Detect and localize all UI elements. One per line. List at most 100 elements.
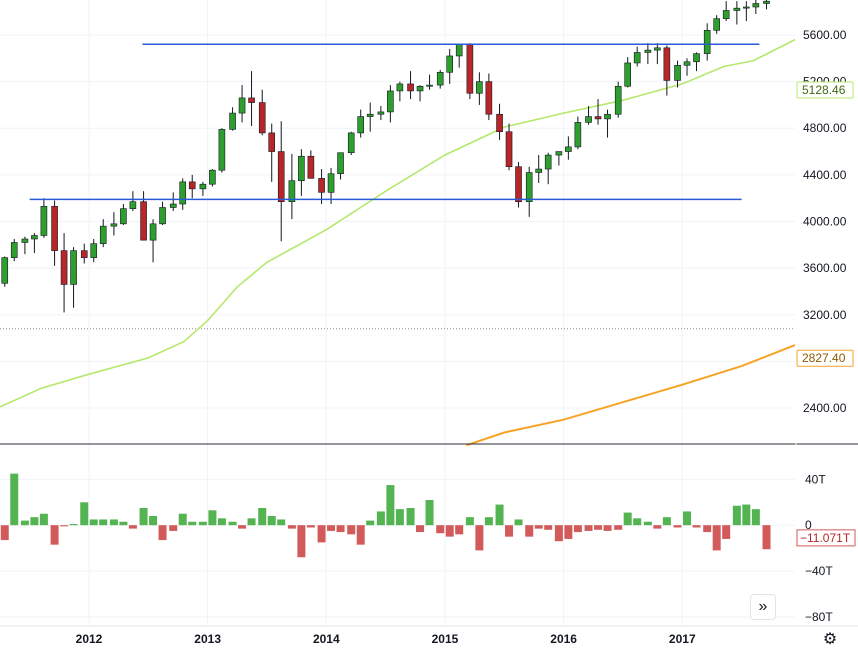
candle (327, 167, 335, 205)
volume-bar (149, 516, 158, 526)
candle-body (654, 47, 661, 51)
volume-bar (673, 525, 682, 528)
candle (347, 131, 355, 156)
candle (159, 201, 166, 225)
candle (80, 243, 88, 264)
candle-body (574, 122, 582, 148)
candle-body (436, 71, 444, 86)
candle-body (377, 111, 385, 115)
candle (436, 69, 444, 89)
volume-bar (128, 525, 137, 529)
candle (179, 178, 187, 210)
candle (248, 71, 255, 126)
candle (565, 136, 572, 160)
candle (574, 116, 582, 150)
candle-body (674, 64, 681, 81)
candle-body (644, 49, 652, 53)
candle (129, 191, 137, 212)
candle-body (357, 116, 365, 134)
volume-bar (406, 508, 415, 526)
candle-body (555, 151, 563, 156)
volume-tick-label: −80T (805, 610, 833, 624)
candle-body (258, 102, 266, 134)
candle (763, 0, 770, 10)
candle-body (703, 30, 711, 54)
candle-body (347, 132, 355, 154)
candle (357, 109, 365, 138)
volume-bar (633, 518, 642, 526)
volume-bar (455, 525, 464, 535)
volume-bar (475, 525, 484, 551)
volume-bar (306, 525, 315, 528)
double-chevron-right-icon: » (758, 598, 768, 615)
volume-bar (109, 519, 118, 526)
volume-bar (0, 525, 9, 541)
volume-bar (228, 521, 237, 526)
candle-body (179, 181, 187, 205)
candle (218, 128, 226, 173)
volume-bar (751, 509, 760, 526)
volume-bar (20, 520, 29, 526)
volume-bar (267, 516, 276, 526)
settings-button[interactable]: ⚙ (821, 630, 839, 648)
expand-button[interactable]: » (750, 594, 776, 620)
candle (644, 43, 652, 65)
candle-body (40, 206, 48, 236)
candle-body (110, 223, 118, 227)
volume-bar (742, 504, 751, 526)
volume-bar (50, 525, 59, 545)
candle-body (515, 166, 522, 202)
volume-bar (623, 512, 632, 526)
candle (722, 1, 730, 21)
volume-bar (712, 525, 721, 551)
volume-last-box (796, 529, 856, 547)
candle-body (535, 168, 543, 173)
volume-last-text: −11.071T (800, 531, 851, 545)
last-value-box (796, 349, 854, 367)
x-tick-label: 2016 (550, 632, 577, 646)
candle (614, 81, 622, 118)
candle (140, 191, 147, 241)
candle (387, 85, 394, 123)
candle (633, 46, 641, 67)
candle-body (149, 223, 157, 241)
candle-body (722, 10, 730, 19)
volume-bar (445, 525, 454, 537)
candle (594, 99, 602, 125)
volume-bar (614, 525, 623, 530)
candle-body (21, 238, 29, 243)
volume-bar (564, 525, 573, 539)
candle (703, 23, 711, 61)
candle (535, 155, 543, 184)
candle-body (426, 84, 433, 87)
candle-body (733, 7, 741, 11)
candle-body (455, 43, 463, 57)
volume-bar (119, 521, 128, 526)
x-tick-label: 2017 (669, 632, 696, 646)
candle-body (594, 116, 602, 120)
candle-body (268, 132, 276, 152)
candle (10, 238, 18, 262)
candle-body (218, 129, 226, 171)
moving-average-line (465, 344, 796, 447)
candle-body (476, 81, 483, 94)
candle-body (327, 173, 335, 193)
candle-body (565, 146, 572, 152)
candle-body (31, 235, 38, 240)
volume-bar (683, 511, 692, 526)
y-tick-label: 4400.00 (803, 168, 847, 182)
candle (485, 73, 493, 121)
candle-body (10, 242, 18, 258)
volume-bar (247, 518, 256, 526)
candle (496, 103, 503, 140)
candle (743, 1, 750, 21)
candle-body (544, 154, 552, 170)
candle-body (624, 62, 631, 87)
volume-bar (643, 521, 652, 526)
volume-bar (297, 525, 306, 558)
volume-bar (584, 525, 593, 531)
volume-bar (544, 525, 553, 530)
volume-bar (554, 525, 563, 542)
candle (713, 15, 720, 34)
